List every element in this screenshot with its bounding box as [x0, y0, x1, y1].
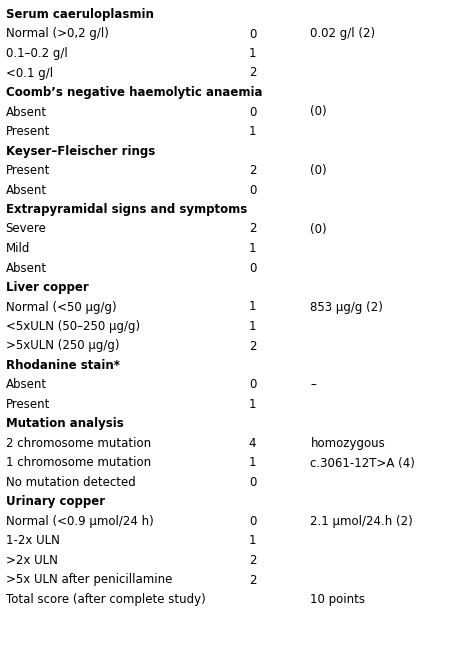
Text: Coomb’s negative haemolytic anaemia: Coomb’s negative haemolytic anaemia	[6, 86, 262, 99]
Text: 1: 1	[249, 398, 256, 411]
Text: 1: 1	[249, 242, 256, 255]
Text: >5x ULN after penicillamine: >5x ULN after penicillamine	[6, 574, 172, 587]
Text: 0: 0	[249, 379, 256, 391]
Text: 2: 2	[249, 554, 256, 567]
Text: (0): (0)	[310, 105, 327, 118]
Text: 0: 0	[249, 183, 256, 196]
Text: Present: Present	[6, 164, 50, 177]
Text: Urinary copper: Urinary copper	[6, 495, 105, 508]
Text: Total score (after complete study): Total score (after complete study)	[6, 593, 205, 606]
Text: <0.1 g/l: <0.1 g/l	[6, 67, 53, 79]
Text: 1: 1	[249, 47, 256, 60]
Text: 2: 2	[249, 222, 256, 236]
Text: 0.1–0.2 g/l: 0.1–0.2 g/l	[6, 47, 67, 60]
Text: –: –	[310, 379, 316, 391]
Text: 0: 0	[249, 28, 256, 41]
Text: 0: 0	[249, 105, 256, 118]
Text: Liver copper: Liver copper	[6, 281, 89, 294]
Text: Absent: Absent	[6, 183, 47, 196]
Text: 2: 2	[249, 67, 256, 79]
Text: 2 chromosome mutation: 2 chromosome mutation	[6, 437, 151, 450]
Text: 1-2x ULN: 1-2x ULN	[6, 534, 60, 548]
Text: 2.1 μmol/24.h (2): 2.1 μmol/24.h (2)	[310, 515, 413, 528]
Text: 1: 1	[249, 300, 256, 313]
Text: Present: Present	[6, 398, 50, 411]
Text: 853 μg/g (2): 853 μg/g (2)	[310, 300, 383, 313]
Text: Normal (<50 μg/g): Normal (<50 μg/g)	[6, 300, 116, 313]
Text: Keyser–Fleischer rings: Keyser–Fleischer rings	[6, 145, 155, 158]
Text: 2: 2	[249, 574, 256, 587]
Text: 10 points: 10 points	[310, 593, 365, 606]
Text: Mutation analysis: Mutation analysis	[6, 417, 123, 430]
Text: Serum caeruloplasmin: Serum caeruloplasmin	[6, 8, 154, 21]
Text: 1: 1	[249, 534, 256, 548]
Text: Present: Present	[6, 125, 50, 138]
Text: 1: 1	[249, 320, 256, 333]
Text: <5xULN (50–250 μg/g): <5xULN (50–250 μg/g)	[6, 320, 140, 333]
Text: 4: 4	[249, 437, 256, 450]
Text: No mutation detected: No mutation detected	[6, 476, 136, 489]
Text: >5xULN (250 μg/g): >5xULN (250 μg/g)	[6, 340, 119, 353]
Text: (0): (0)	[310, 164, 327, 177]
Text: Extrapyramidal signs and symptoms: Extrapyramidal signs and symptoms	[6, 203, 247, 216]
Text: Mild: Mild	[6, 242, 30, 255]
Text: 0: 0	[249, 476, 256, 489]
Text: 0.02 g/l (2): 0.02 g/l (2)	[310, 28, 375, 41]
Text: Severe: Severe	[6, 222, 46, 236]
Text: 0: 0	[249, 262, 256, 275]
Text: 1: 1	[249, 125, 256, 138]
Text: homozygous: homozygous	[310, 437, 385, 450]
Text: Rhodanine stain*: Rhodanine stain*	[6, 359, 120, 372]
Text: 1 chromosome mutation: 1 chromosome mutation	[6, 457, 151, 470]
Text: Absent: Absent	[6, 105, 47, 118]
Text: 2: 2	[249, 340, 256, 353]
Text: >2x ULN: >2x ULN	[6, 554, 57, 567]
Text: 1: 1	[249, 457, 256, 470]
Text: 0: 0	[249, 515, 256, 528]
Text: Normal (<0.9 μmol/24 h): Normal (<0.9 μmol/24 h)	[6, 515, 154, 528]
Text: (0): (0)	[310, 222, 327, 236]
Text: Absent: Absent	[6, 379, 47, 391]
Text: 2: 2	[249, 164, 256, 177]
Text: Absent: Absent	[6, 262, 47, 275]
Text: c.3061-12T>A (4): c.3061-12T>A (4)	[310, 457, 415, 470]
Text: Normal (>0,2 g/l): Normal (>0,2 g/l)	[6, 28, 109, 41]
